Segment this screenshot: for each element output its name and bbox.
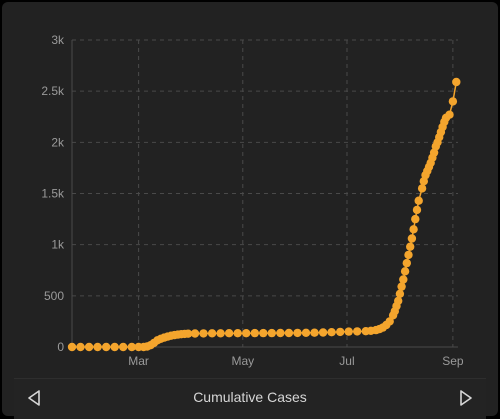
data-point xyxy=(284,328,294,338)
data-point xyxy=(199,329,208,338)
data-point xyxy=(397,282,406,291)
triangle-right-icon xyxy=(460,390,472,406)
data-point xyxy=(336,327,345,337)
data-point xyxy=(119,342,128,352)
y-tick-label: 2k xyxy=(51,135,65,149)
data-point xyxy=(67,342,77,352)
data-point xyxy=(395,289,405,298)
data-point xyxy=(353,327,362,336)
data-point xyxy=(310,328,319,337)
x-tick-label: Sep xyxy=(442,354,464,368)
data-point xyxy=(409,225,418,234)
y-tick-label: 500 xyxy=(44,289,64,303)
data-point xyxy=(402,258,411,268)
x-tick-label: May xyxy=(231,354,254,368)
data-point xyxy=(412,205,422,215)
data-point xyxy=(250,328,259,338)
axis-layer: 0 500 1k 1.5k 2k 2.5k 3k Mar May Jul Sep xyxy=(41,33,464,368)
y-tick-label: 3k xyxy=(51,33,65,47)
data-point xyxy=(406,242,415,251)
data-point xyxy=(385,317,394,326)
data-point xyxy=(414,196,423,205)
data-point xyxy=(267,328,276,338)
data-point xyxy=(301,328,311,337)
cumulative-cases-chart: 0 500 1k 1.5k 2k 2.5k 3k Mar May Jul Sep xyxy=(41,33,464,368)
data-point xyxy=(190,329,200,338)
data-point xyxy=(327,328,336,337)
data-point xyxy=(242,329,251,338)
y-tick-label: 2.5k xyxy=(41,84,65,98)
data-point xyxy=(407,234,417,243)
data-point xyxy=(399,275,408,284)
data-point xyxy=(394,296,403,306)
data-point xyxy=(259,328,268,338)
previous-button[interactable] xyxy=(22,386,46,410)
data-point xyxy=(400,267,410,276)
chart-footer: Cumulative Cases xyxy=(14,378,486,419)
grid-layer xyxy=(71,39,458,348)
y-tick-label: 1.5k xyxy=(41,187,65,201)
y-tick-label: 1k xyxy=(51,238,65,252)
data-point xyxy=(445,110,454,119)
data-point xyxy=(404,250,413,260)
x-tick-label: Mar xyxy=(128,354,149,368)
data-point xyxy=(233,329,242,338)
triangle-left-icon xyxy=(28,390,40,406)
data-point xyxy=(102,342,111,352)
data-point xyxy=(224,329,234,338)
data-point xyxy=(110,342,119,352)
data-point xyxy=(411,214,420,224)
data-point xyxy=(93,342,102,352)
next-button[interactable] xyxy=(454,386,478,410)
data-point xyxy=(84,342,94,352)
data-point xyxy=(127,342,136,352)
data-point xyxy=(76,342,85,352)
data-point xyxy=(344,327,353,336)
data-point xyxy=(216,329,225,338)
data-point xyxy=(452,77,461,87)
data-point xyxy=(448,97,458,106)
chart-title: Cumulative Cases xyxy=(193,389,307,405)
series-layer xyxy=(67,77,461,352)
data-point xyxy=(318,328,328,337)
x-tick-label: Jul xyxy=(339,354,354,368)
y-tick-label: 0 xyxy=(57,340,64,354)
data-point xyxy=(183,329,193,338)
data-point xyxy=(207,329,217,338)
data-point xyxy=(276,328,285,338)
data-point xyxy=(293,328,302,338)
data-point xyxy=(417,184,427,193)
